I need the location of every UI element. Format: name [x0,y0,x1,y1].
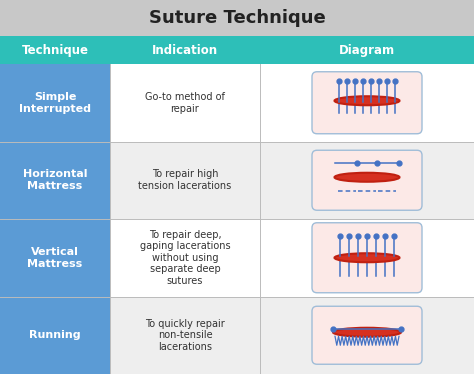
Text: To repair high
tension lacerations: To repair high tension lacerations [138,169,232,191]
FancyBboxPatch shape [312,223,422,293]
Bar [0,36,474,64]
Bar [110,297,474,374]
Ellipse shape [335,173,400,182]
FancyBboxPatch shape [312,306,422,364]
Text: To repair deep,
gaping lacerations
without using
separate deep
sutures: To repair deep, gaping lacerations witho… [140,230,230,286]
Text: Go-to method of
repair: Go-to method of repair [145,92,225,114]
Text: Running: Running [29,330,81,340]
Bar [0,64,110,374]
Ellipse shape [335,253,400,262]
Bar [110,64,474,141]
Bar [110,219,474,297]
Text: Indication: Indication [152,43,218,56]
FancyBboxPatch shape [312,150,422,210]
Text: Simple
Interrupted: Simple Interrupted [19,92,91,114]
Ellipse shape [335,96,400,105]
Ellipse shape [333,328,401,337]
Text: To quickly repair
non-tensile
lacerations: To quickly repair non-tensile laceration… [145,319,225,352]
Bar [0,0,474,36]
Text: Vertical
Mattress: Vertical Mattress [27,247,82,269]
FancyBboxPatch shape [312,72,422,134]
Text: Diagram: Diagram [339,43,395,56]
Text: Technique: Technique [21,43,89,56]
Text: Horizontal
Mattress: Horizontal Mattress [23,169,87,191]
Text: Suture Technique: Suture Technique [149,9,325,27]
Bar [110,141,474,219]
